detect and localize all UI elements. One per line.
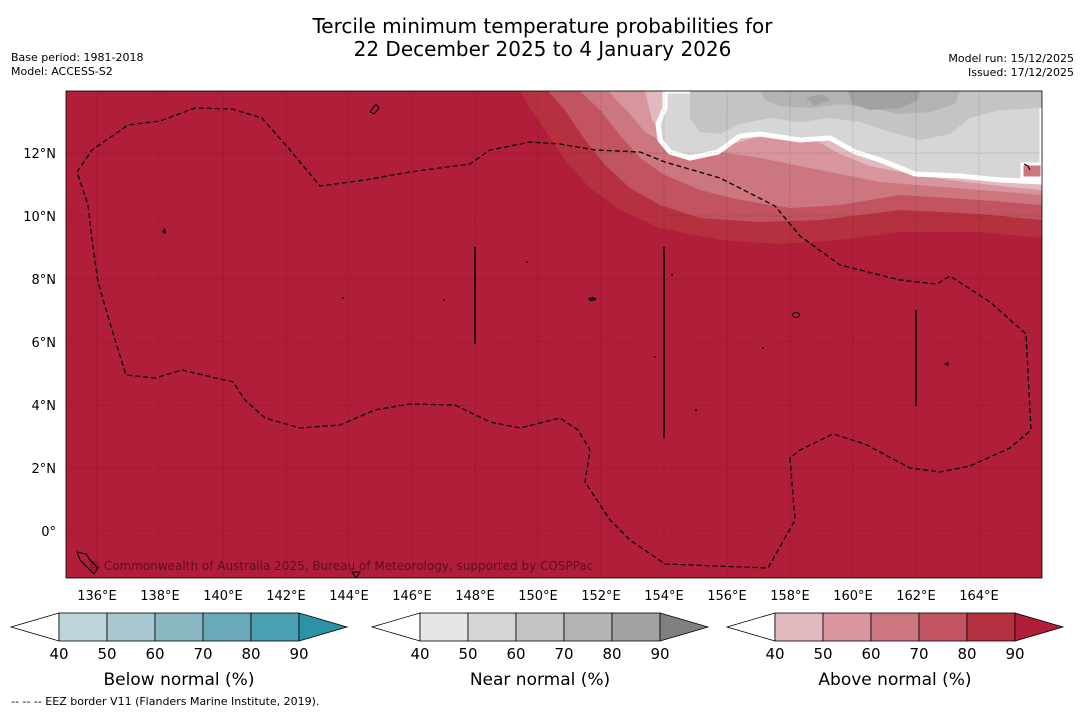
cb-below-seg <box>202 612 252 642</box>
title-line-2: 22 December 2025 to 4 January 2026 <box>353 37 732 61</box>
cb-below-extend-low <box>9 612 60 642</box>
cb-tick: 80 <box>602 645 621 663</box>
cb-above-seg <box>822 612 872 642</box>
lat-label: 6°N <box>32 336 57 351</box>
meta-right: Model run: 15/12/2025 Issued: 17/12/2025 <box>948 52 1074 80</box>
cb-tick: 80 <box>241 645 260 663</box>
cb-tick: 90 <box>289 645 308 663</box>
issued-date: Issued: 17/12/2025 <box>967 66 1074 79</box>
probability-field <box>66 91 1042 578</box>
lon-label: 160°E <box>833 589 873 604</box>
cb-near-seg <box>563 612 613 642</box>
lon-label: 136°E <box>77 589 117 604</box>
lon-label: 140°E <box>203 589 243 604</box>
cb-tick: 60 <box>861 645 880 663</box>
cb-below-seg <box>58 612 108 642</box>
title-line-1: Tercile minimum temperature probabilitie… <box>312 14 773 38</box>
near-normal-70 <box>848 91 920 110</box>
cb-above-extend-high <box>1014 612 1065 642</box>
lon-label: 158°E <box>770 589 810 604</box>
cb-tick: 50 <box>813 645 832 663</box>
eez-footnote: -- -- -- EEZ border V11 (Flanders Marine… <box>11 695 320 708</box>
cb-near-extend-low <box>370 612 421 642</box>
base-period: Base period: 1981-2018 <box>11 51 144 64</box>
near-normal-70-small <box>806 94 830 106</box>
graticule <box>66 91 1042 578</box>
islands <box>76 103 1031 578</box>
cb-above-seg <box>774 612 824 642</box>
cb-near-seg <box>419 612 469 642</box>
lon-label: 146°E <box>392 589 432 604</box>
lon-label: 138°E <box>140 589 180 604</box>
cb-tick: 80 <box>957 645 976 663</box>
eez-border <box>76 107 1032 569</box>
cb-near-seg <box>467 612 517 642</box>
lat-label: 12°N <box>23 147 56 162</box>
lat-label: 4°N <box>32 399 57 414</box>
cb-below-seg <box>250 612 300 642</box>
cb-near-extend-high <box>659 612 710 642</box>
lat-label: 10°N <box>23 210 56 225</box>
lat-label: 0° <box>41 525 56 540</box>
cb-tick: 90 <box>650 645 669 663</box>
lon-label: 142°E <box>266 589 306 604</box>
lon-label: 144°E <box>329 589 369 604</box>
cb-below-extend-high <box>298 612 349 642</box>
cb-title: Below normal (%) <box>104 670 255 690</box>
cb-tick: 70 <box>193 645 212 663</box>
cb-title: Above normal (%) <box>818 670 971 690</box>
cb-below-seg <box>106 612 156 642</box>
latitude-labels: 12°N 10°N 8°N 6°N 4°N 2°N 0° <box>23 147 56 540</box>
lon-label: 150°E <box>518 589 558 604</box>
colorbar-above-normal: 40 50 60 70 80 90 Above normal (%) <box>725 612 1065 690</box>
lon-label: 148°E <box>455 589 495 604</box>
above-normal-patch <box>1020 162 1042 180</box>
meta-left: Base period: 1981-2018 Model: ACCESS-S2 <box>11 51 143 79</box>
cb-above-extend-low <box>725 612 776 642</box>
cb-tick: 50 <box>97 645 116 663</box>
lon-label: 156°E <box>707 589 747 604</box>
lat-label: 8°N <box>32 273 57 288</box>
cb-tick: 60 <box>145 645 164 663</box>
cb-above-seg <box>870 612 920 642</box>
cb-tick: 90 <box>1005 645 1024 663</box>
lon-label: 152°E <box>581 589 621 604</box>
cb-tick: 70 <box>554 645 573 663</box>
model-run: Model run: 15/12/2025 <box>948 52 1074 65</box>
model-name: Model: ACCESS-S2 <box>11 65 113 78</box>
cb-tick: 60 <box>506 645 525 663</box>
lon-label: 154°E <box>644 589 684 604</box>
cb-below-seg <box>154 612 204 642</box>
copyright: © Commonwealth of Australia 2025, Bureau… <box>88 559 593 573</box>
longitude-labels: 136°E 138°E 140°E 142°E 144°E 146°E 148°… <box>77 589 999 604</box>
cb-title: Near normal (%) <box>470 670 610 690</box>
cb-tick: 50 <box>458 645 477 663</box>
map-frame <box>65 90 1043 579</box>
cb-near-seg <box>611 612 661 642</box>
cb-near-seg <box>515 612 565 642</box>
cb-tick: 70 <box>909 645 928 663</box>
map-title: Tercile minimum temperature probabilitie… <box>0 15 1085 61</box>
colorbar-near-normal: 40 50 60 70 80 90 Near normal (%) <box>370 612 710 690</box>
cb-above-seg <box>918 612 968 642</box>
lat-label: 2°N <box>32 462 57 477</box>
cb-tick: 40 <box>49 645 68 663</box>
cb-tick: 40 <box>410 645 429 663</box>
cb-above-seg <box>966 612 1016 642</box>
lon-label: 164°E <box>959 589 999 604</box>
lon-label: 162°E <box>896 589 936 604</box>
cb-tick: 40 <box>765 645 784 663</box>
colorbar-below-normal: 40 50 60 70 80 90 Below normal (%) <box>9 612 349 690</box>
